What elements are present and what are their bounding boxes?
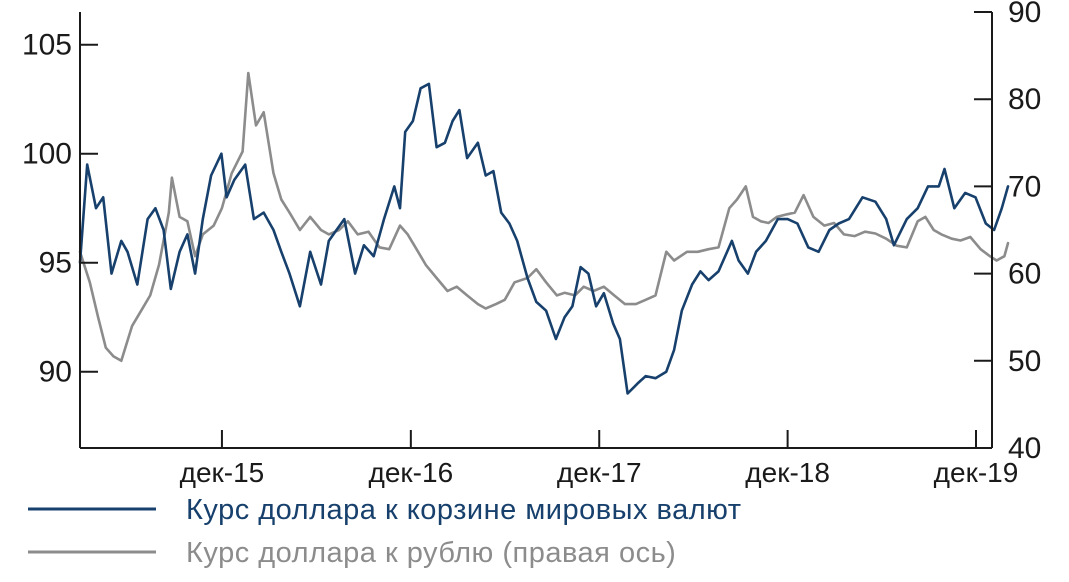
right-tick-label: 60 (1008, 258, 1041, 291)
legend: Курс доллара к корзине мировых валют Кур… (28, 494, 742, 569)
left-tick-label: 95 (39, 247, 72, 280)
x-tick-label: дек-18 (745, 457, 830, 488)
right-tick-label: 80 (1008, 83, 1041, 116)
x-tick-label: дек-19 (934, 457, 1019, 488)
legend-label-dollar-basket: Курс доллара к корзине мировых валют (186, 494, 742, 526)
x-axis-ticks: дек-15 дек-16 дек-17 дек-18 дек-19 (180, 430, 1019, 488)
right-axis-ticks: 40 50 60 70 80 90 (974, 0, 1041, 465)
x-tick-label: дек-16 (369, 457, 454, 488)
x-tick-label: дек-17 (557, 457, 642, 488)
series-line-dollar-basket (78, 82, 1010, 395)
series-line-dollar-ruble (78, 71, 1010, 363)
plot-lines (78, 71, 1010, 395)
left-tick-label: 100 (22, 138, 72, 171)
left-tick-label: 105 (22, 29, 72, 62)
left-tick-label: 90 (39, 356, 72, 389)
left-axis-ticks: 90 95 100 105 (22, 29, 98, 389)
right-tick-label: 90 (1008, 0, 1041, 29)
legend-label-dollar-ruble: Курс доллара к рублю (правая ось) (186, 537, 676, 569)
right-tick-label: 40 (1008, 432, 1041, 465)
right-tick-label: 50 (1008, 345, 1041, 378)
right-tick-label: 70 (1008, 170, 1041, 203)
x-tick-label: дек-15 (180, 457, 265, 488)
